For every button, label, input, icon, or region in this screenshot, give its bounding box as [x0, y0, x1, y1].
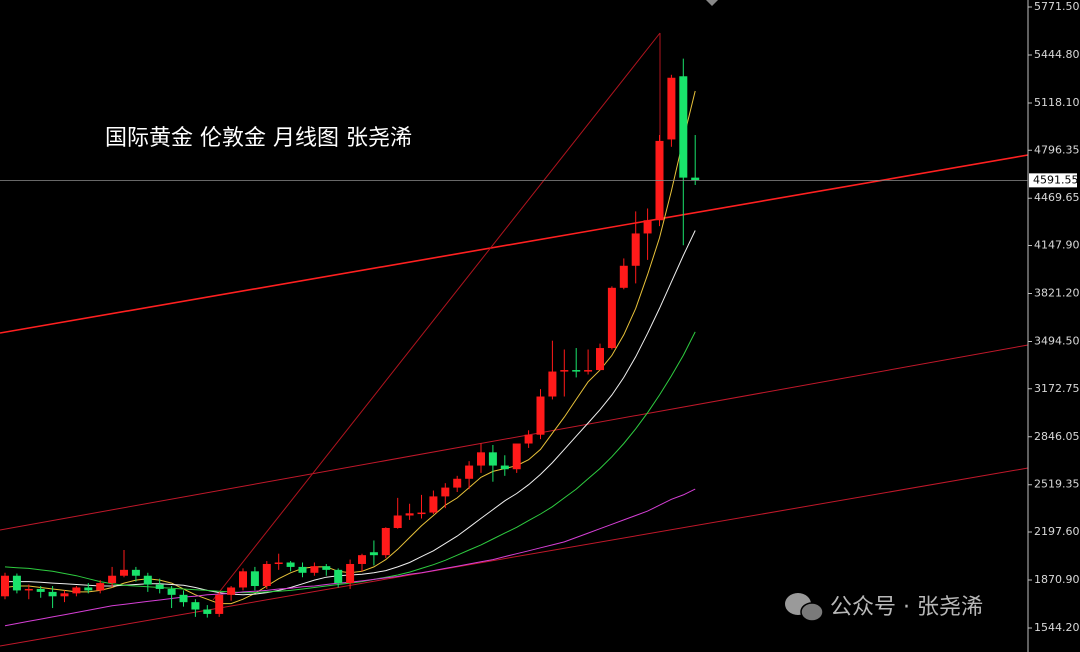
- y-tick-label: 5444.80: [1034, 48, 1080, 61]
- candle-body: [393, 515, 402, 528]
- candle-body: [310, 566, 319, 573]
- candle-body: [429, 496, 438, 513]
- y-tick-label: 4469.65: [1034, 191, 1080, 204]
- candle-body: [488, 452, 497, 466]
- candle-body: [679, 76, 688, 178]
- candle-body: [405, 513, 414, 516]
- y-tick-label: 1870.90: [1034, 573, 1080, 586]
- candle-body: [524, 434, 533, 444]
- candle-body: [453, 478, 462, 488]
- trend-line: [212, 32, 661, 601]
- y-tick-label: 5118.10: [1034, 96, 1080, 109]
- trend-line: [0, 467, 1029, 647]
- y-tick-label: 3821.20: [1034, 287, 1080, 300]
- last-price-label: 4591.55: [1033, 173, 1079, 186]
- candle-body: [12, 575, 21, 591]
- last-price-box: [1029, 173, 1077, 188]
- candle-body: [215, 594, 224, 614]
- trend-line: [0, 344, 1029, 531]
- candle-body: [500, 465, 509, 470]
- candle-body: [1, 575, 9, 597]
- watermark: 公众号 · 张尧浠: [830, 595, 983, 620]
- candle-body: [667, 77, 676, 140]
- candle-body: [381, 527, 390, 556]
- candle-body: [298, 566, 307, 573]
- candle-body: [131, 569, 140, 576]
- candle-body: [24, 588, 33, 591]
- candle-body: [191, 602, 200, 610]
- candle-body: [572, 370, 581, 372]
- candle-body: [108, 575, 117, 584]
- candle-body: [48, 591, 57, 597]
- candle-body: [262, 563, 271, 587]
- y-tick-label: 4796.35: [1034, 143, 1080, 156]
- candle-body: [607, 287, 616, 349]
- candle-body: [286, 562, 295, 567]
- candle-body: [584, 370, 593, 372]
- candle-body: [536, 396, 545, 435]
- candle-body: [334, 569, 343, 584]
- y-tick-label: 3494.50: [1034, 334, 1080, 347]
- candle-body: [512, 443, 521, 470]
- candle-body: [36, 588, 45, 592]
- candle-body: [179, 594, 188, 603]
- candle-body: [477, 452, 485, 466]
- candle-body: [691, 177, 700, 181]
- candle-body: [227, 587, 236, 595]
- candle-body: [643, 220, 652, 234]
- candle-body: [417, 512, 426, 515]
- candle-body: [203, 609, 212, 614]
- y-tick-label: 1544.20: [1034, 621, 1080, 634]
- candle-body: [72, 587, 81, 594]
- candle-body: [322, 566, 331, 570]
- candle-body: [143, 575, 152, 585]
- candle-body: [369, 552, 378, 556]
- watermark-icon: [785, 593, 824, 622]
- marker: [706, 0, 718, 6]
- y-tick-label: 5771.50: [1034, 0, 1080, 13]
- candle-body: [358, 555, 366, 564]
- candle-body: [274, 562, 283, 565]
- candle-body: [250, 571, 259, 587]
- candle-body: [465, 465, 474, 479]
- candle-body: [346, 563, 355, 584]
- y-tick-label: 2846.05: [1034, 430, 1080, 443]
- candle-body: [84, 587, 93, 591]
- chart-title: 国际黄金 伦敦金 月线图 张尧浠: [105, 126, 412, 151]
- candle-body: [560, 370, 569, 372]
- trend-line: [0, 154, 1029, 334]
- candle-body: [155, 584, 164, 589]
- y-tick-label: 2197.60: [1034, 525, 1080, 538]
- y-tick-label: 2519.35: [1034, 478, 1080, 491]
- candle-body: [596, 348, 604, 371]
- candle-body: [120, 569, 128, 576]
- candle-body: [631, 233, 640, 266]
- wechat-bubble: [800, 602, 824, 622]
- candle-body: [96, 583, 105, 591]
- y-tick-label: 3172.75: [1034, 382, 1080, 395]
- candle-body: [167, 588, 176, 595]
- candle-body: [60, 593, 69, 597]
- y-tick-label: 4147.90: [1034, 239, 1080, 252]
- candle-body: [619, 265, 628, 288]
- candle-body: [548, 371, 557, 397]
- candle-body: [239, 571, 247, 588]
- trend-lines: [0, 0, 1029, 647]
- candle-body: [441, 487, 450, 497]
